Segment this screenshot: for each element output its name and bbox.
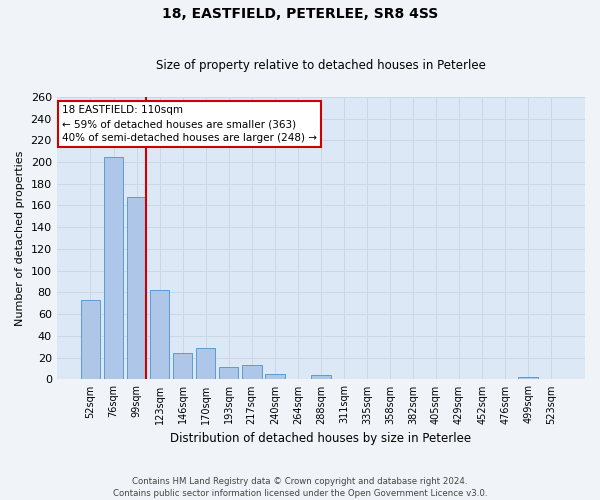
Bar [150, 290, 169, 380]
X-axis label: Distribution of detached houses by size in Peterlee: Distribution of detached houses by size … [170, 432, 472, 445]
Bar [518, 378, 538, 380]
Bar [311, 375, 331, 380]
Text: 18 EASTFIELD: 110sqm
← 59% of detached houses are smaller (363)
40% of semi-deta: 18 EASTFIELD: 110sqm ← 59% of detached h… [62, 106, 317, 144]
Bar [104, 156, 123, 380]
Y-axis label: Number of detached properties: Number of detached properties [15, 150, 25, 326]
Bar [127, 197, 146, 380]
Bar [173, 354, 193, 380]
Bar [265, 374, 284, 380]
Bar [219, 368, 238, 380]
Bar [242, 366, 262, 380]
Bar [196, 348, 215, 380]
Bar [80, 300, 100, 380]
Title: Size of property relative to detached houses in Peterlee: Size of property relative to detached ho… [156, 59, 486, 72]
Text: Contains HM Land Registry data © Crown copyright and database right 2024.
Contai: Contains HM Land Registry data © Crown c… [113, 476, 487, 498]
Text: 18, EASTFIELD, PETERLEE, SR8 4SS: 18, EASTFIELD, PETERLEE, SR8 4SS [162, 8, 438, 22]
